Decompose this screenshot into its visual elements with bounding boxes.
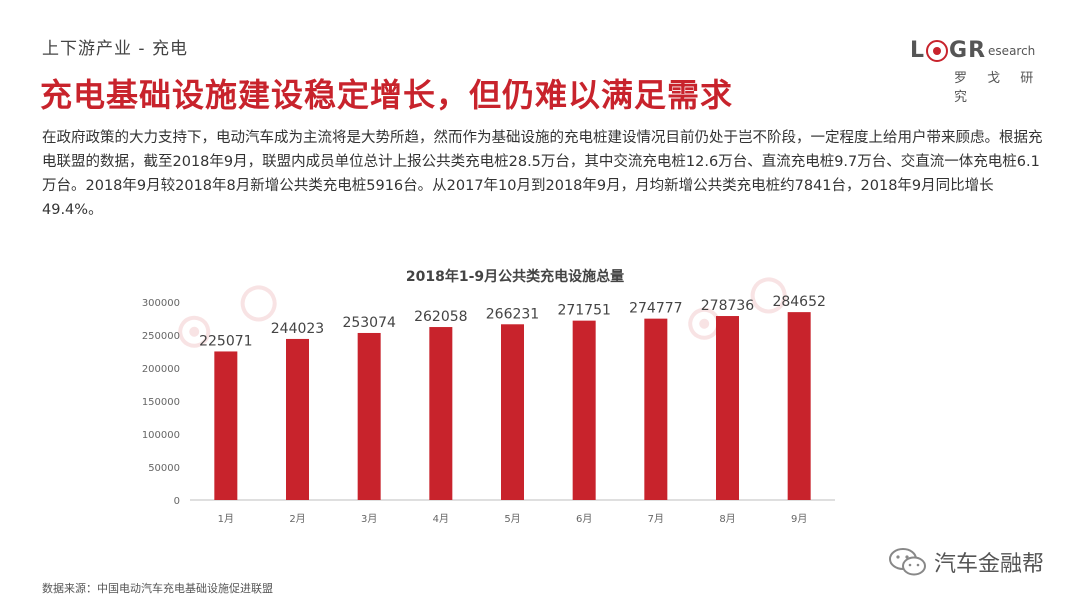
y-tick-label: 300000 (142, 298, 180, 309)
logo-research: esearch (988, 43, 1036, 58)
x-axis: 1月 2月 3月 4月 5月 6月 7月 8月 9月 (218, 513, 808, 525)
bar-chart: 0 50000 100000 150000 200000 250000 300000 225… (142, 294, 835, 525)
x-tick-label: 3月 (361, 513, 377, 525)
x-tick-label: 9月 (791, 513, 807, 525)
logo-letter-r: R (968, 38, 987, 63)
section-label: 上下游产业 - 充电 (42, 39, 188, 59)
x-tick-label: 7月 (648, 513, 664, 525)
bar-value-label: 266231 (486, 306, 539, 322)
bar-value-label: 262058 (414, 309, 467, 325)
x-tick-label: 8月 (719, 513, 735, 525)
bar-value-label: 225071 (199, 333, 252, 349)
y-tick-label: 0 (174, 496, 180, 507)
bar (214, 351, 238, 500)
x-tick-label: 2月 (289, 513, 305, 525)
bar (787, 312, 811, 500)
y-tick-label: 250000 (142, 331, 180, 342)
bar (572, 320, 596, 500)
chart-title: 2018年1-9月公共类充电设施总量 (405, 269, 625, 285)
y-tick-label: 150000 (142, 397, 180, 408)
logo-mark: L G R esearch (910, 38, 1050, 63)
y-tick-label: 50000 (148, 463, 180, 474)
x-tick-label: 5月 (504, 513, 520, 525)
wechat-name: 汽车金融帮 (933, 552, 1044, 577)
bar-labels: 225071 244023 253074 262058 266231 271751 2747… (199, 294, 826, 349)
logo-letter-g: G (949, 38, 969, 63)
page-title: 充电基础设施建设稳定增长，但仍难以满足需求 (40, 76, 734, 114)
y-tick-label: 200000 (142, 364, 180, 375)
logo-chinese-name: 罗 戈 研 究 (954, 71, 1042, 105)
bar-value-label: 271751 (557, 303, 610, 319)
bar-value-label: 274777 (629, 301, 682, 317)
x-tick-label: 6月 (576, 513, 592, 525)
bar (644, 318, 668, 500)
bar-value-label: 253074 (342, 315, 396, 331)
x-tick-label: 1月 (218, 513, 234, 525)
source-note: 数据来源：中国电动汽车充电基础设施促进联盟 (42, 582, 273, 595)
bar-value-label: 244023 (271, 321, 324, 337)
logo-ring-icon (926, 39, 949, 62)
wechat-account: 汽车金融帮 (888, 546, 1044, 578)
bar (429, 327, 453, 500)
x-tick-label: 4月 (433, 513, 449, 525)
bars (214, 312, 811, 500)
bar-value-label: 278736 (701, 298, 755, 314)
y-axis: 0 50000 100000 150000 200000 250000 300000 (142, 298, 180, 507)
bar (357, 332, 381, 500)
y-tick-label: 100000 (142, 430, 180, 441)
bar-value-label: 284652 (772, 294, 825, 310)
bar (286, 338, 309, 500)
bar (501, 324, 524, 500)
logo: L G R esearch 罗 戈 研 究 (910, 38, 1050, 105)
logo-letter-l: L (910, 38, 926, 63)
bar (716, 316, 739, 500)
body-paragraph: 在政府政策的大力支持下，电动汽车成为主流将是大势所趋，然而作为基础设施的充电桩建… (42, 130, 1043, 218)
wechat-icon (888, 548, 926, 576)
